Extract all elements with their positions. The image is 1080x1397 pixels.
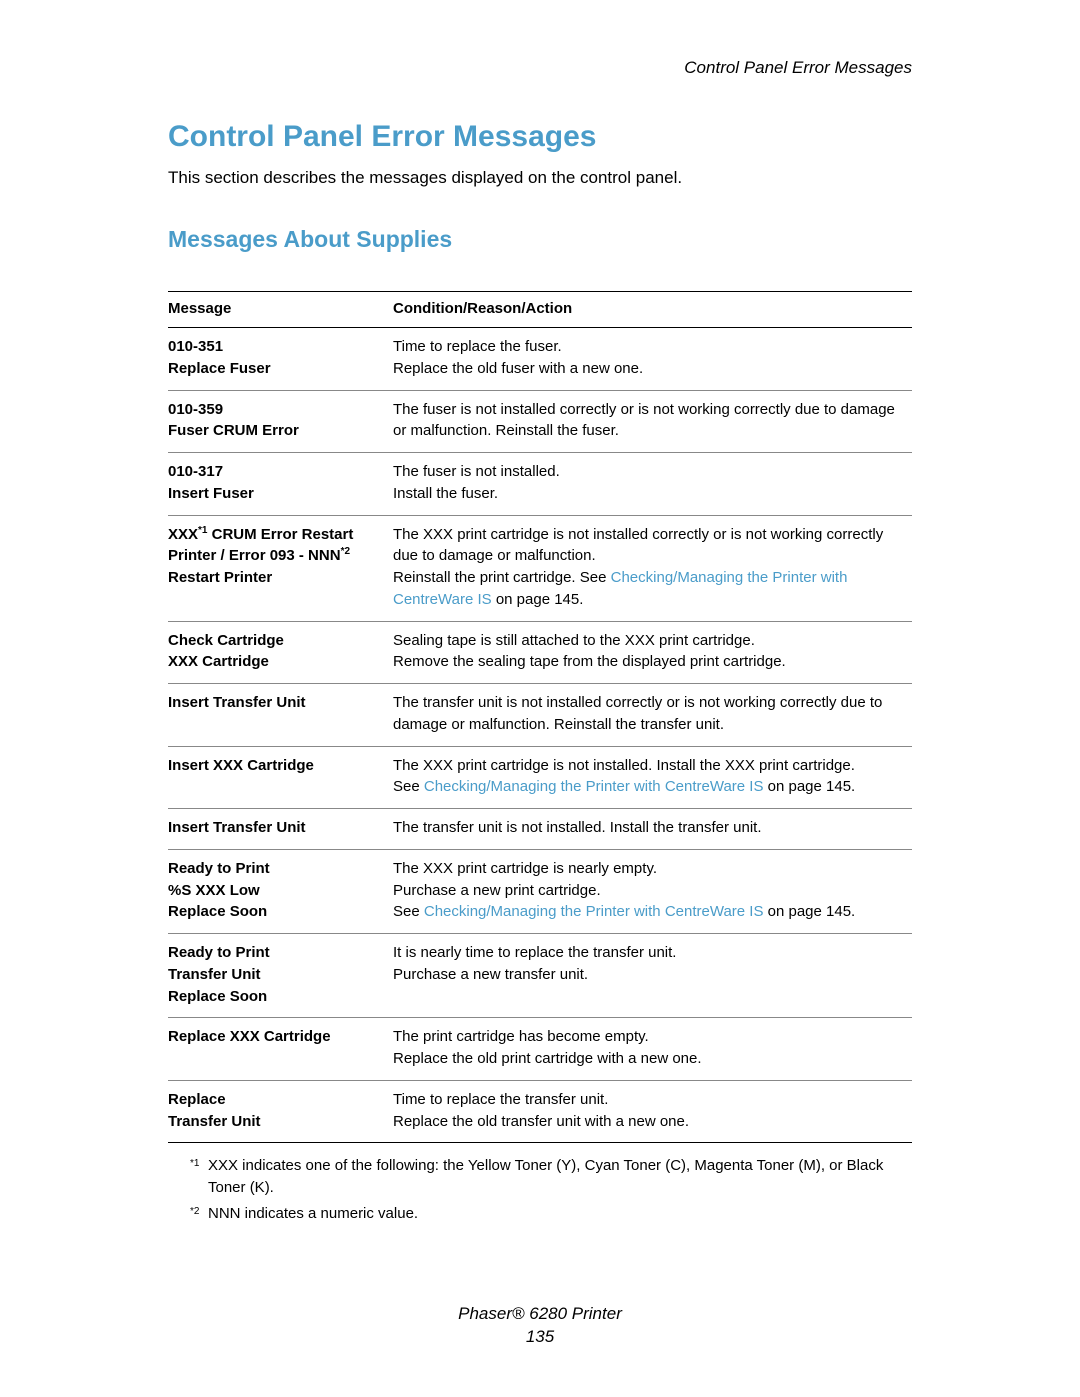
message-cell: Insert Transfer Unit xyxy=(168,809,393,850)
message-cell: ReplaceTransfer Unit xyxy=(168,1080,393,1143)
footer-product: Phaser® 6280 Printer xyxy=(0,1303,1080,1326)
page-footer: Phaser® 6280 Printer 135 xyxy=(0,1303,1080,1349)
table-row: Replace XXX CartridgeThe print cartridge… xyxy=(168,1018,912,1081)
table-row: 010-317Insert FuserThe fuser is not inst… xyxy=(168,453,912,516)
footnote: *2NNN indicates a numeric value. xyxy=(190,1203,912,1225)
action-cell: The XXX print cartridge is not installed… xyxy=(393,746,912,809)
table-row: ReplaceTransfer UnitTime to replace the … xyxy=(168,1080,912,1143)
footnote-text: XXX indicates one of the following: the … xyxy=(208,1155,912,1199)
action-cell: The XXX print cartridge is not installed… xyxy=(393,515,912,621)
footnote-marker: *2 xyxy=(190,1205,204,1227)
table-row: 010-359Fuser CRUM ErrorThe fuser is not … xyxy=(168,390,912,453)
action-cell: Sealing tape is still attached to the XX… xyxy=(393,621,912,684)
action-cell: The fuser is not installed.Install the f… xyxy=(393,453,912,516)
footer-page-number: 135 xyxy=(0,1326,1080,1349)
table-row: Ready to PrintTransfer UnitReplace SoonI… xyxy=(168,934,912,1018)
running-head: Control Panel Error Messages xyxy=(168,58,912,78)
footnote: *1XXX indicates one of the following: th… xyxy=(190,1155,912,1199)
message-cell: Ready to Print%S XXX LowReplace Soon xyxy=(168,849,393,933)
action-cell: It is nearly time to replace the transfe… xyxy=(393,934,912,1018)
supplies-messages-table: Message Condition/Reason/Action 010-351R… xyxy=(168,291,912,1143)
message-cell: Insert Transfer Unit xyxy=(168,684,393,747)
page-title: Control Panel Error Messages xyxy=(168,120,912,154)
message-cell: 010-351Replace Fuser xyxy=(168,328,393,391)
section-subtitle: Messages About Supplies xyxy=(168,226,912,253)
message-cell: Check CartridgeXXX Cartridge xyxy=(168,621,393,684)
table-row: Insert Transfer UnitThe transfer unit is… xyxy=(168,809,912,850)
message-cell: 010-359Fuser CRUM Error xyxy=(168,390,393,453)
table-row: Insert Transfer UnitThe transfer unit is… xyxy=(168,684,912,747)
action-cell: The transfer unit is not installed corre… xyxy=(393,684,912,747)
action-cell: The XXX print cartridge is nearly empty.… xyxy=(393,849,912,933)
action-cell: The print cartridge has become empty.Rep… xyxy=(393,1018,912,1081)
table-row: Ready to Print%S XXX LowReplace SoonThe … xyxy=(168,849,912,933)
action-cell: The fuser is not installed correctly or … xyxy=(393,390,912,453)
footnote-text: NNN indicates a numeric value. xyxy=(208,1203,418,1225)
message-cell: Insert XXX Cartridge xyxy=(168,746,393,809)
action-cell: The transfer unit is not installed. Inst… xyxy=(393,809,912,850)
table-row: Check CartridgeXXX CartridgeSealing tape… xyxy=(168,621,912,684)
footnotes: *1XXX indicates one of the following: th… xyxy=(168,1155,912,1224)
column-header-message: Message xyxy=(168,292,393,328)
message-cell: Replace XXX Cartridge xyxy=(168,1018,393,1081)
column-header-action: Condition/Reason/Action xyxy=(393,292,912,328)
message-cell: XXX*1 CRUM Error RestartPrinter / Error … xyxy=(168,515,393,621)
table-row: 010-351Replace FuserTime to replace the … xyxy=(168,328,912,391)
message-cell: Ready to PrintTransfer UnitReplace Soon xyxy=(168,934,393,1018)
footnote-marker: *1 xyxy=(190,1157,204,1201)
table-row: XXX*1 CRUM Error RestartPrinter / Error … xyxy=(168,515,912,621)
intro-paragraph: This section describes the messages disp… xyxy=(168,168,912,188)
table-row: Insert XXX CartridgeThe XXX print cartri… xyxy=(168,746,912,809)
action-cell: Time to replace the fuser.Replace the ol… xyxy=(393,328,912,391)
action-cell: Time to replace the transfer unit.Replac… xyxy=(393,1080,912,1143)
message-cell: 010-317Insert Fuser xyxy=(168,453,393,516)
